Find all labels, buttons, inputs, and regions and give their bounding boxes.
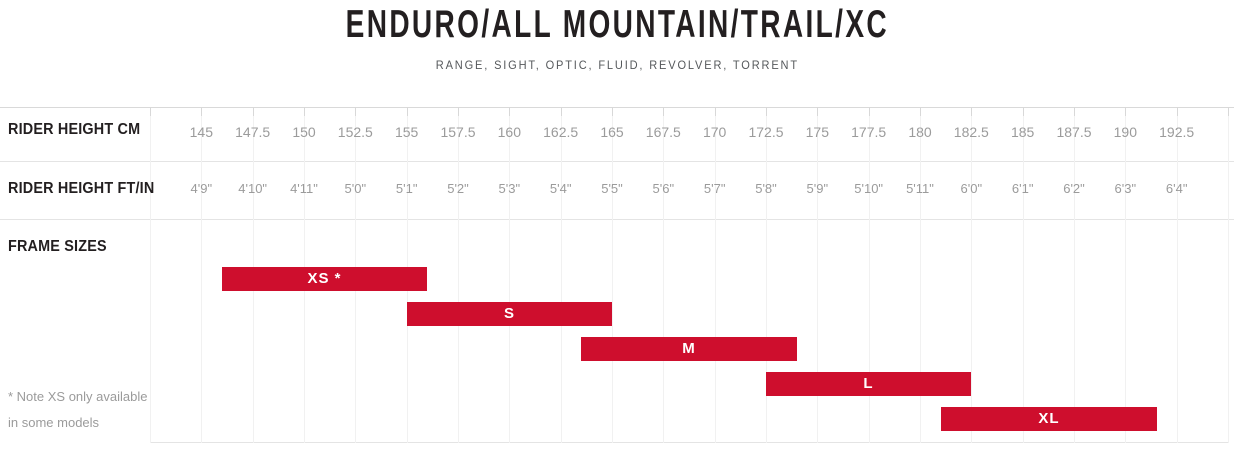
- grid-column-tick: [920, 107, 921, 116]
- grid-column-tick: [561, 107, 562, 116]
- grid-column-line: [715, 107, 716, 443]
- grid-column-line: [1228, 107, 1229, 443]
- grid-column-tick: [355, 107, 356, 116]
- rider-height-ftin-value: 5'5": [601, 181, 623, 196]
- rider-height-cm-value: 145: [189, 124, 213, 140]
- rider-height-cm-value: 177.5: [851, 124, 887, 140]
- rider-height-cm-value: 152.5: [337, 124, 373, 140]
- rider-height-ftin-value: 5'8": [755, 181, 777, 196]
- rider-height-cm-value: 185: [1010, 124, 1035, 140]
- rider-height-ftin-value: 6'2": [1063, 181, 1085, 196]
- grid-column-line: [1125, 107, 1126, 443]
- rider-height-ftin-value: 5'0": [344, 181, 367, 196]
- grid-column-tick: [971, 107, 972, 116]
- rider-height-ftin-value: 5'2": [447, 181, 469, 196]
- xs-availability-note: * Note XS only available in some models: [8, 389, 148, 430]
- grid-column-line: [663, 107, 664, 443]
- grid-column-tick: [1125, 107, 1126, 116]
- grid-column-tick: [1074, 107, 1075, 116]
- rider-height-cm-value: 157.5: [440, 124, 476, 140]
- row-label-frame-sizes: FRAME SIZES: [8, 238, 107, 255]
- rider-height-ftin-value: 4'9": [190, 181, 213, 196]
- table-bottom-border: [150, 442, 1228, 443]
- grid-column-tick: [201, 107, 202, 116]
- rider-height-cm-value: 172.5: [748, 124, 784, 140]
- grid-column-line: [971, 107, 972, 443]
- rider-height-ftin-value: 5'1": [395, 181, 418, 196]
- rider-height-ftin-value: 5'3": [498, 181, 521, 196]
- rider-height-cm-value: 165: [600, 124, 624, 140]
- rider-height-cm-value: 162.5: [543, 124, 579, 140]
- model-list-subtitle: RANGE, SIGHT, OPTIC, FLUID, REVOLVER, TO…: [435, 58, 799, 72]
- grid-column-line: [817, 107, 818, 443]
- grid-column-tick: [1023, 107, 1024, 116]
- frame-size-bar-xs: XS *: [222, 267, 427, 291]
- grid-column-line: [561, 107, 562, 443]
- grid-column-tick: [612, 107, 613, 116]
- grid-column-tick: [1228, 107, 1229, 116]
- grid-column-line: [201, 107, 202, 443]
- grid-column-tick: [663, 107, 664, 116]
- rider-height-cm-value: 170: [702, 124, 727, 140]
- grid-column-line: [920, 107, 921, 443]
- chart-title-container: ENDURO/ALL MOUNTAIN/TRAIL/XC: [0, 1, 1234, 46]
- row-separator-cm: [0, 161, 1234, 162]
- grid-column-tick: [1177, 107, 1178, 116]
- rider-height-ftin-value: 5'10": [854, 181, 884, 196]
- grid-column-line: [150, 107, 151, 443]
- row-label-rider-height-cm: RIDER HEIGHT CM: [8, 121, 141, 138]
- grid-column-tick: [766, 107, 767, 116]
- row-separator-ftin: [0, 219, 1234, 220]
- table-top-border: [0, 107, 1234, 108]
- rider-height-cm-value: 167.5: [645, 124, 681, 140]
- grid-column-tick: [817, 107, 818, 116]
- grid-column-tick: [150, 107, 151, 116]
- row-label-rider-height-ftin: RIDER HEIGHT FT/IN: [8, 180, 155, 197]
- chart-title: ENDURO/ALL MOUNTAIN/TRAIL/XC: [345, 1, 889, 46]
- rider-height-ftin-value: 5'6": [652, 181, 675, 196]
- grid-column-line: [1023, 107, 1024, 443]
- rider-height-ftin-value: 5'9": [806, 181, 829, 196]
- rider-height-ftin-value: 5'7": [703, 181, 726, 196]
- frame-size-bar-l: L: [766, 372, 971, 396]
- rider-height-cm-value: 180: [908, 124, 932, 140]
- rider-height-ftin-value: 4'11": [290, 181, 318, 196]
- grid-column-tick: [253, 107, 254, 116]
- grid-column-tick: [869, 107, 870, 116]
- grid-column-line: [766, 107, 767, 443]
- rider-height-cm-value: 150: [292, 124, 316, 140]
- rider-height-ftin-value: 6'3": [1114, 181, 1137, 196]
- grid-column-tick: [407, 107, 408, 116]
- rider-height-cm-value: 190: [1113, 124, 1137, 140]
- grid-column-line: [1177, 107, 1178, 443]
- frame-size-bar-s: S: [407, 302, 612, 326]
- rider-height-cm-value: 192.5: [1159, 124, 1195, 140]
- rider-height-cm-value: 175: [805, 124, 829, 140]
- rider-height-ftin-value: 6'4": [1165, 181, 1188, 196]
- frame-size-bar-xl: XL: [941, 407, 1157, 431]
- grid-column-tick: [715, 107, 716, 116]
- grid-column-line: [612, 107, 613, 443]
- rider-height-cm-value: 182.5: [953, 124, 989, 140]
- chart-subtitle-container: RANGE, SIGHT, OPTIC, FLUID, REVOLVER, TO…: [0, 56, 1234, 74]
- rider-height-cm-value: 187.5: [1056, 124, 1092, 140]
- grid-column-tick: [458, 107, 459, 116]
- frame-size-bar-m: M: [581, 337, 797, 361]
- rider-height-ftin-value: 5'11": [906, 181, 934, 196]
- grid-column-line: [509, 107, 510, 443]
- grid-column-tick: [304, 107, 305, 116]
- rider-height-ftin-value: 6'1": [1011, 181, 1034, 196]
- grid-column-tick: [509, 107, 510, 116]
- rider-height-cm-value: 160: [497, 124, 521, 140]
- rider-height-cm-value: 147.5: [235, 124, 271, 140]
- rider-height-ftin-value: 5'4": [549, 181, 572, 196]
- grid-column-line: [1074, 107, 1075, 443]
- rider-height-ftin-value: 4'10": [238, 181, 268, 196]
- grid-column-line: [869, 107, 870, 443]
- rider-height-ftin-value: 6'0": [960, 181, 983, 196]
- rider-height-cm-value: 155: [394, 124, 419, 140]
- grid-column-line: [458, 107, 459, 443]
